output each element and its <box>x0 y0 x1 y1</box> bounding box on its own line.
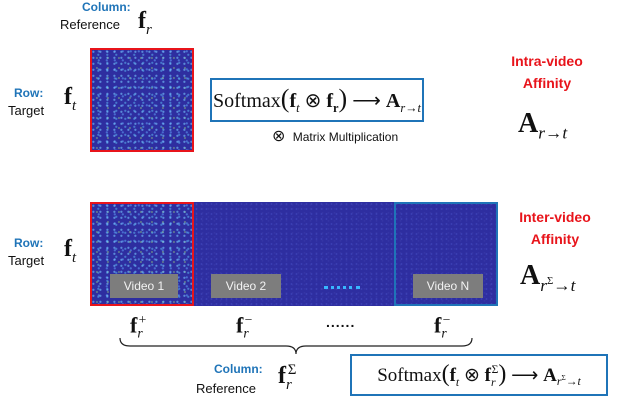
video-1-label: Video 1 <box>110 274 178 298</box>
bottom-column-reference-label: Reference <box>196 381 256 396</box>
inter-affinity-symbol: ArΣ→t <box>520 260 576 295</box>
intra-affinity-symbol: Ar→t <box>518 108 568 143</box>
bottom-row-label: Row: <box>14 236 44 250</box>
inter-softmax-formula-box: Softmax(ft ⊗ frΣ) ⟶ ArΣ→t <box>350 354 608 396</box>
matrix-mult-legend-text: Matrix Multiplication <box>292 130 399 144</box>
top-row-label: Row: <box>14 86 44 100</box>
bottom-column-label: Column: <box>214 362 263 376</box>
top-column-reference-label: Reference <box>60 17 120 32</box>
inter-softmax-fn: Softmax <box>377 364 442 386</box>
intra-title-line2: Affinity <box>522 75 572 91</box>
grouping-brace <box>119 337 473 355</box>
f-r-minus-symbol-1: fr− <box>236 312 253 341</box>
inter-video-affinity-title: Inter-video Affinity <box>500 206 610 250</box>
top-reference-symbol: fr <box>138 8 152 38</box>
video-2-label: Video 2 <box>211 274 281 298</box>
inter-title-line1: Inter-video <box>519 209 591 225</box>
top-target-symbol: ft <box>64 84 77 114</box>
inter-title-line2: Affinity <box>530 231 580 247</box>
intra-matrix-mult-symbol: ⊗ <box>304 90 322 112</box>
intra-title-line1: Intra-video <box>511 53 583 69</box>
features-ellipsis: ...... <box>326 314 356 330</box>
bottom-target-symbol: ft <box>64 236 77 266</box>
top-row-target-label: Target <box>8 103 45 118</box>
f-r-sigma-symbol: frΣ <box>278 362 297 393</box>
intra-softmax-formula-box: Softmax(ft ⊗ fr) ⟶ Ar→t <box>210 78 424 122</box>
f-r-minus-symbol-n: fr− <box>434 312 451 341</box>
matrix-ellipsis <box>324 286 360 289</box>
f-r-plus-symbol: fr+ <box>130 312 147 341</box>
bottom-row-target-label: Target <box>8 253 45 268</box>
video-n-label: Video N <box>413 274 483 298</box>
otimes-icon: ⊗ <box>272 128 286 145</box>
video-n-block <box>394 202 498 306</box>
intra-affinity-matrix <box>90 48 194 152</box>
top-column-label: Column: <box>82 0 131 14</box>
intra-softmax-fn: Softmax <box>213 90 281 112</box>
intra-video-affinity-title: Intra-video Affinity <box>492 50 602 94</box>
matrix-mult-legend: ⊗ Matrix Multiplication <box>272 126 398 146</box>
